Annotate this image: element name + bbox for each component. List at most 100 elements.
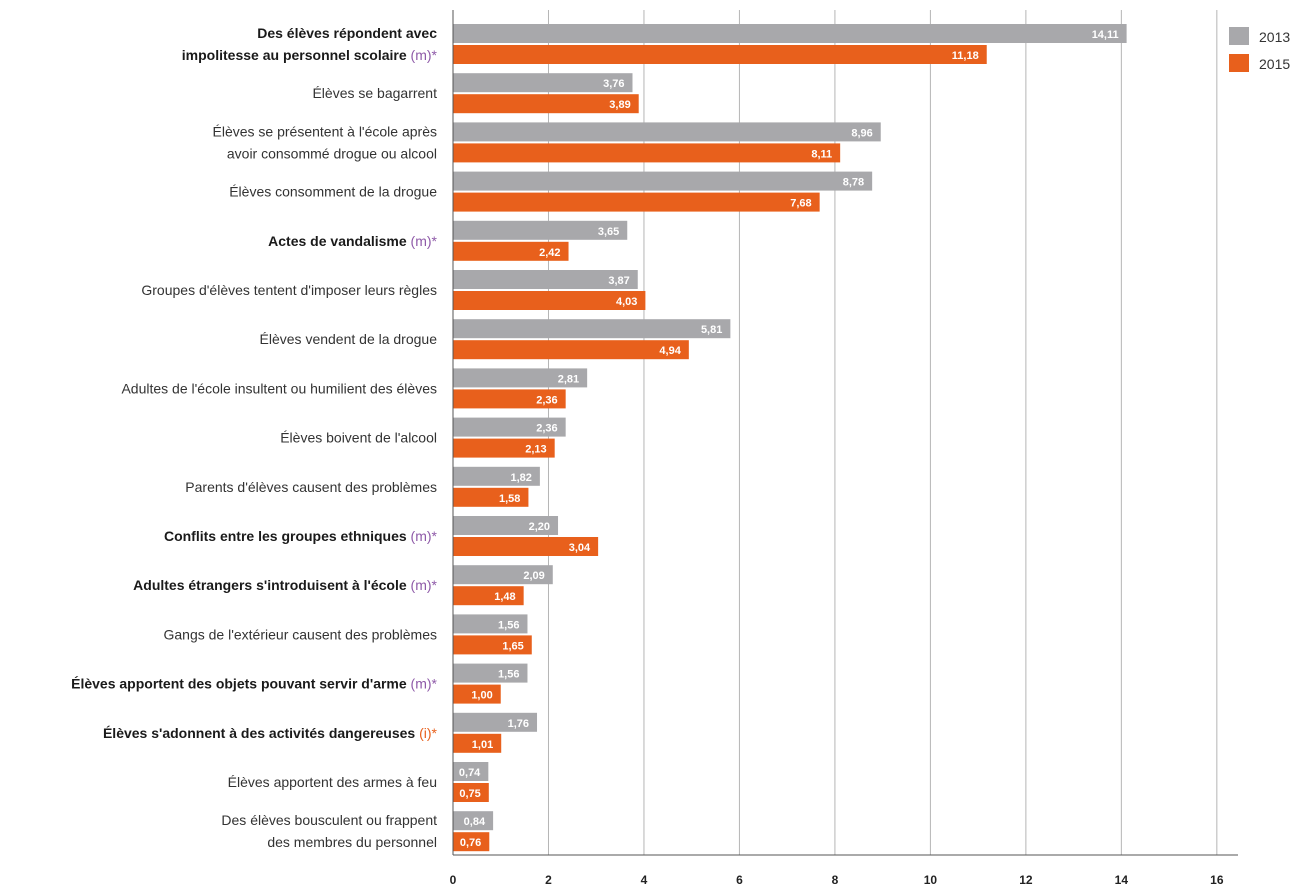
value-label-2015: 1,65 xyxy=(502,640,523,652)
bar-2013 xyxy=(453,565,553,585)
value-label-2013: 1,76 xyxy=(508,718,529,730)
value-label-2015: 3,04 xyxy=(569,542,591,554)
category-label: Élèves s'adonnent à des activités danger… xyxy=(103,725,438,741)
category-significance-tag: (m)* xyxy=(407,577,438,593)
category-label-text: Élèves vendent de la drogue xyxy=(260,331,438,347)
category-label: Adultes étrangers s'introduisent à l'éco… xyxy=(133,577,437,593)
category-label: Parents d'élèves causent des problèmes xyxy=(185,479,437,495)
category-label-text: Des élèves répondent avec xyxy=(257,25,437,41)
value-label-2013: 8,96 xyxy=(851,127,872,139)
bar-2015 xyxy=(453,635,532,655)
value-label-2013: 1,56 xyxy=(498,619,519,631)
category-label: Élèves se bagarrent xyxy=(312,85,437,101)
legend: 2013 2015 xyxy=(1229,27,1290,72)
value-label-2015: 2,36 xyxy=(536,394,557,406)
value-label-2013: 2,20 xyxy=(529,521,550,533)
value-label-2013: 0,74 xyxy=(459,767,481,779)
category-label: Actes de vandalisme (m)* xyxy=(268,233,437,249)
category-label: des membres du personnel xyxy=(267,834,437,850)
bar-2015 xyxy=(453,586,524,606)
bar-2015 xyxy=(453,340,689,360)
category-label: Des élèves répondent avec xyxy=(257,25,437,41)
bar-2015 xyxy=(453,733,502,753)
category-significance-tag: (m)* xyxy=(407,47,438,63)
category-significance-tag: (i)* xyxy=(415,725,437,741)
legend-swatch-2015 xyxy=(1229,54,1249,72)
category-label: Conflits entre les groupes ethniques (m)… xyxy=(164,528,438,544)
category-label-text: Conflits entre les groupes ethniques xyxy=(164,528,407,544)
x-tick-label: 0 xyxy=(450,873,457,887)
category-label-text: avoir consommé drogue ou alcool xyxy=(227,145,437,161)
category-significance-tag: (m)* xyxy=(407,528,438,544)
category-label-text: Élèves apportent des armes à feu xyxy=(228,774,437,790)
value-label-2013: 2,36 xyxy=(536,423,557,435)
value-label-2013: 3,65 xyxy=(598,226,619,238)
bar-2013 xyxy=(453,417,566,437)
bar-2015 xyxy=(453,487,529,507)
bar-2013 xyxy=(453,614,528,634)
bar-2013 xyxy=(453,368,588,388)
x-tick-label: 6 xyxy=(736,873,743,887)
value-label-2013: 2,81 xyxy=(558,373,579,385)
value-label-2015: 7,68 xyxy=(790,198,811,210)
category-label: Groupes d'élèves tentent d'imposer leurs… xyxy=(141,282,437,298)
category-label: Élèves se présentent à l'école après xyxy=(213,123,437,139)
x-tick-label: 16 xyxy=(1210,873,1224,887)
bar-2013 xyxy=(453,762,489,781)
category-label: Des élèves bousculent ou frappent xyxy=(221,812,437,828)
category-label: Élèves vendent de la drogue xyxy=(260,331,438,347)
category-label-text: Groupes d'élèves tentent d'imposer leurs… xyxy=(141,282,437,298)
bar-2015 xyxy=(453,291,646,310)
x-tick-label: 14 xyxy=(1115,873,1129,887)
category-labels: Des élèves répondent avec impolitesse au … xyxy=(71,25,437,850)
value-label-2013: 8,78 xyxy=(843,177,864,189)
value-label-2015: 0,76 xyxy=(460,837,481,849)
category-label: impolitesse au personnel scolaire (m)* xyxy=(182,47,438,63)
category-label-text: Élèves s'adonnent à des activités danger… xyxy=(103,725,415,741)
category-label-text: Parents d'élèves causent des problèmes xyxy=(185,479,437,495)
bar-2013 xyxy=(453,220,628,240)
value-label-2015: 3,89 xyxy=(609,99,630,111)
bar-2015 xyxy=(453,94,639,114)
bar-2013 xyxy=(453,24,1127,43)
value-label-2013: 3,87 xyxy=(608,275,629,287)
value-label-2015: 8,11 xyxy=(811,148,832,160)
value-label-2015: 11,18 xyxy=(952,50,979,62)
value-label-2015: 2,42 xyxy=(539,247,560,259)
category-label-text: Élèves consomment de la drogue xyxy=(229,184,437,200)
bar-2013 xyxy=(453,663,528,683)
category-label: Élèves consomment de la drogue xyxy=(229,184,437,200)
category-label: Adultes de l'école insultent ou humilien… xyxy=(121,380,437,396)
category-label: Élèves boivent de l'alcool xyxy=(280,430,437,446)
category-label: Élèves apportent des objets pouvant serv… xyxy=(71,676,437,692)
x-tick-label: 10 xyxy=(924,873,938,887)
bar-2015 xyxy=(453,832,490,852)
bar-2013 xyxy=(453,466,540,486)
bar-2015 xyxy=(453,241,569,261)
value-label-2015: 4,94 xyxy=(659,345,681,357)
category-label-text: Des élèves bousculent ou frappent xyxy=(221,812,437,828)
bar-2015 xyxy=(453,143,841,163)
bar-2013 xyxy=(453,171,873,191)
value-label-2013: 1,82 xyxy=(510,472,531,484)
value-label-2015: 1,48 xyxy=(494,591,515,603)
x-tick-label: 8 xyxy=(832,873,839,887)
value-label-2015: 2,13 xyxy=(525,444,546,456)
bar-2013 xyxy=(453,122,881,142)
bar-2015 xyxy=(453,783,489,802)
x-axis: 0 2 4 6 8 10 12 14 16 xyxy=(450,10,1238,887)
bars: 14,11 11,18 3,76 3,89 8,96 8,11 8,78 7,68 3,65 2,… xyxy=(453,24,1127,852)
bar-2013 xyxy=(453,712,538,732)
category-label-text: impolitesse au personnel scolaire xyxy=(182,47,407,63)
bar-2015 xyxy=(453,192,820,212)
bar-2015 xyxy=(453,438,555,458)
value-label-2013: 5,81 xyxy=(701,324,722,336)
value-label-2015: 0,75 xyxy=(459,788,480,800)
x-tick-label: 2 xyxy=(545,873,552,887)
value-label-2013: 14,11 xyxy=(1092,29,1119,41)
x-tick-label: 4 xyxy=(641,873,648,887)
category-label: Élèves apportent des armes à feu xyxy=(228,774,437,790)
category-significance-tag: (m)* xyxy=(407,233,438,249)
bar-2013 xyxy=(453,319,731,339)
bar-2015 xyxy=(453,45,987,64)
